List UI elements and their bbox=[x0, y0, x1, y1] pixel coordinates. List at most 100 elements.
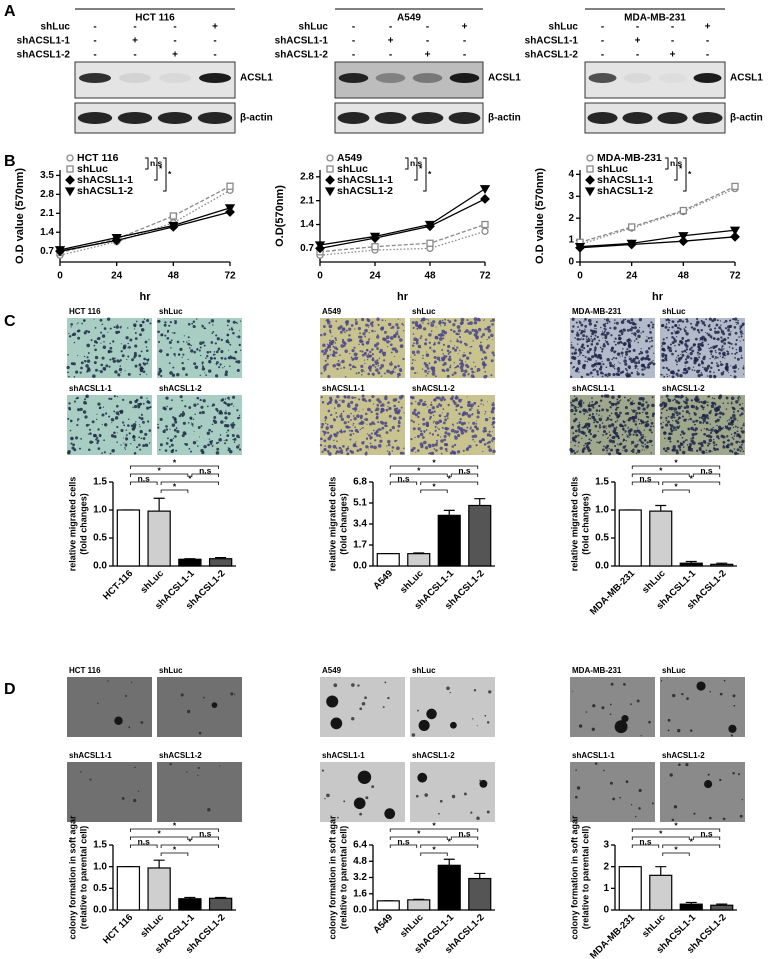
cell bbox=[414, 409, 417, 412]
cell bbox=[619, 339, 620, 340]
cell bbox=[188, 406, 191, 409]
cell bbox=[666, 409, 668, 411]
cell bbox=[668, 729, 670, 731]
cell bbox=[583, 321, 584, 322]
cell bbox=[637, 368, 638, 369]
cell bbox=[450, 329, 452, 331]
cell bbox=[473, 362, 474, 363]
cell bbox=[608, 424, 611, 427]
cell bbox=[173, 353, 176, 356]
cell bbox=[235, 358, 236, 359]
bar bbox=[711, 564, 733, 566]
condition-mark: - bbox=[463, 50, 466, 61]
cell bbox=[322, 401, 324, 403]
cell bbox=[686, 352, 687, 353]
cell bbox=[463, 411, 466, 414]
cell bbox=[706, 333, 708, 335]
cell bbox=[71, 363, 73, 365]
cell bbox=[324, 417, 327, 420]
cell bbox=[489, 431, 491, 433]
cell bbox=[434, 448, 436, 450]
cell bbox=[667, 420, 670, 423]
cell bbox=[435, 426, 437, 428]
cell bbox=[686, 371, 689, 374]
cell bbox=[589, 322, 592, 325]
cell bbox=[685, 332, 687, 334]
cell bbox=[634, 340, 635, 341]
cell bbox=[650, 426, 652, 428]
y-tick-label: 1.5 bbox=[93, 840, 107, 851]
cell bbox=[669, 327, 670, 328]
cell bbox=[586, 338, 587, 339]
cell bbox=[703, 406, 705, 408]
cell bbox=[636, 421, 637, 422]
cell bbox=[660, 417, 662, 419]
cell bbox=[697, 351, 699, 353]
cell bbox=[733, 438, 735, 440]
cell bbox=[321, 451, 323, 453]
cell bbox=[144, 318, 145, 319]
condition-mark: - bbox=[93, 50, 96, 61]
cell bbox=[216, 361, 219, 364]
image-label: shLuc bbox=[412, 307, 436, 316]
cell bbox=[94, 361, 97, 364]
cell bbox=[600, 365, 602, 367]
cell bbox=[464, 369, 468, 373]
cell bbox=[482, 333, 485, 336]
cell bbox=[652, 360, 653, 361]
cell bbox=[743, 374, 744, 375]
cell bbox=[424, 432, 425, 433]
cell bbox=[589, 414, 591, 416]
y-tick-label: 0 bbox=[568, 257, 574, 268]
cell bbox=[362, 409, 363, 410]
bar bbox=[711, 905, 733, 910]
cell bbox=[624, 449, 627, 452]
cell bbox=[595, 346, 596, 347]
cell bbox=[601, 395, 604, 398]
x-tick-label: shLuc bbox=[640, 568, 668, 596]
cell bbox=[434, 342, 436, 344]
cell bbox=[410, 402, 412, 404]
cell bbox=[589, 348, 592, 351]
cell bbox=[413, 342, 415, 344]
cell bbox=[238, 335, 241, 338]
cell bbox=[228, 399, 229, 400]
cell bbox=[94, 349, 97, 352]
cell bbox=[77, 337, 80, 340]
cell bbox=[617, 414, 620, 417]
cell bbox=[570, 362, 572, 364]
cell bbox=[640, 351, 643, 354]
image-label: shLuc bbox=[159, 666, 183, 675]
cell bbox=[362, 332, 365, 335]
cell bbox=[702, 339, 704, 341]
cell bbox=[574, 452, 576, 454]
cell bbox=[590, 372, 593, 375]
cell bbox=[471, 407, 472, 408]
cell bbox=[174, 421, 177, 424]
y-tick-label: 4 bbox=[568, 169, 574, 180]
cell bbox=[358, 398, 360, 400]
cell bbox=[717, 319, 719, 321]
cell bbox=[708, 443, 710, 445]
cell bbox=[713, 447, 715, 449]
cell bbox=[488, 448, 492, 452]
cell bbox=[735, 343, 737, 345]
x-tick-label: MDA-MB-231 bbox=[588, 912, 638, 959]
cell bbox=[464, 354, 466, 356]
cell bbox=[606, 394, 610, 398]
cell bbox=[640, 332, 641, 333]
cell bbox=[697, 420, 698, 421]
cell bbox=[705, 332, 706, 333]
bar bbox=[619, 510, 641, 566]
x-tick-label: 48 bbox=[678, 271, 690, 282]
error-bar bbox=[154, 860, 165, 868]
micrograph bbox=[157, 677, 242, 737]
cell bbox=[616, 399, 618, 401]
cell bbox=[682, 320, 684, 322]
cell bbox=[72, 443, 75, 446]
cell bbox=[724, 322, 725, 323]
cell bbox=[452, 451, 455, 454]
cell bbox=[665, 319, 667, 321]
cell bbox=[668, 349, 670, 351]
cell bbox=[164, 321, 166, 323]
